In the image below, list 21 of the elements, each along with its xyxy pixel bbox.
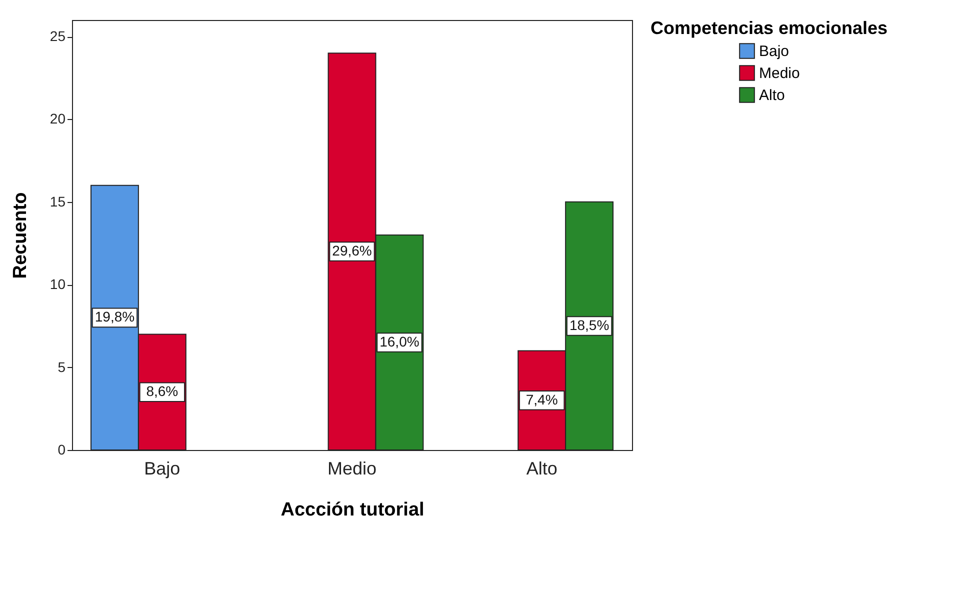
legend-title: Competencias emocionales <box>650 18 888 38</box>
y-tick-label: 0 <box>58 442 66 458</box>
y-tick-label: 5 <box>58 358 66 375</box>
legend-label: Alto <box>759 87 785 104</box>
annotation: 7,4% <box>526 391 558 408</box>
legend-label: Medio <box>759 65 800 82</box>
annotation: 18,5% <box>569 316 610 333</box>
x-tick-label: Bajo <box>144 458 180 478</box>
legend-label: Bajo <box>759 43 790 60</box>
y-tick-label: 20 <box>50 110 66 127</box>
x-tick-label: Medio <box>327 458 377 478</box>
annotation: 29,6% <box>332 242 372 259</box>
y-axis-title: Recuento <box>10 192 31 279</box>
x-tick-label: Alto <box>526 458 558 478</box>
x-axis-title: Accción tutorial <box>280 500 424 520</box>
y-tick-label: 10 <box>50 276 66 292</box>
annotation: 16,0% <box>380 334 420 350</box>
annotation: 8,6% <box>146 383 178 400</box>
y-tick-label: 15 <box>50 193 66 210</box>
y-tick-label: 25 <box>50 28 66 44</box>
annotation: 19,8% <box>94 308 135 325</box>
